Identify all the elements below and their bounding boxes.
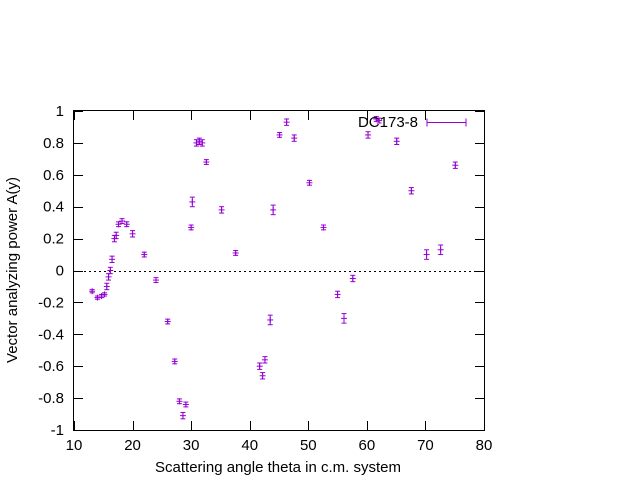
y-tick-label: 1 — [56, 103, 64, 120]
data-point — [437, 244, 444, 256]
data-point — [179, 411, 186, 420]
x-tick-label: 80 — [476, 437, 493, 454]
data-point — [423, 249, 430, 260]
data-points — [89, 115, 459, 420]
legend: DC173-8 — [358, 114, 467, 131]
x-tick-label: 60 — [359, 437, 376, 454]
data-point — [164, 318, 171, 325]
data-point — [259, 372, 266, 380]
data-point — [171, 358, 178, 365]
y-tick-label: -1 — [51, 422, 64, 439]
data-point — [267, 314, 274, 326]
data-point — [283, 118, 290, 126]
y-tick-label: -0.4 — [38, 326, 64, 343]
y-tick-label: 0 — [56, 263, 64, 280]
data-point — [270, 204, 277, 216]
data-point — [256, 362, 263, 370]
data-point — [276, 131, 283, 138]
y-tick-label: 0.4 — [43, 199, 64, 216]
data-point — [115, 221, 122, 228]
y-tick-label: -0.2 — [38, 294, 64, 311]
y-tick-labels: -1 -0.8 -0.6 -0.4 -0.2 0 0.2 0.4 0.6 0.8 1 — [38, 103, 64, 439]
data-point — [341, 313, 348, 324]
data-point — [291, 134, 298, 142]
data-point — [261, 356, 268, 364]
data-point — [189, 196, 196, 208]
data-point — [188, 224, 195, 231]
data-point — [408, 187, 415, 195]
data-point — [129, 230, 136, 238]
y-tick-label: 0.2 — [43, 231, 64, 248]
data-point — [101, 291, 108, 298]
data-point — [113, 231, 120, 240]
x-tick-label: 10 — [66, 437, 83, 454]
data-point — [123, 221, 130, 228]
data-point — [89, 288, 96, 295]
data-point — [320, 224, 327, 231]
data-point — [193, 139, 200, 147]
data-point — [176, 398, 183, 405]
data-point — [334, 290, 341, 299]
data-point — [452, 161, 459, 169]
data-point — [141, 251, 148, 258]
data-point — [196, 137, 203, 145]
data-point — [349, 274, 356, 283]
data-point — [107, 266, 114, 275]
y-tick-label: -0.6 — [38, 358, 64, 375]
data-point — [109, 255, 116, 264]
x-tick-label: 30 — [183, 437, 200, 454]
y-axis-label: Vector analyzing power A(y) — [4, 177, 21, 363]
y-tick-label: -0.8 — [38, 390, 64, 407]
data-point — [153, 277, 159, 284]
data-point — [365, 131, 372, 139]
data-point — [203, 159, 210, 166]
data-point — [306, 179, 313, 186]
x-tick-label: 40 — [241, 437, 258, 454]
x-tick-label: 70 — [417, 437, 434, 454]
data-point — [393, 137, 400, 145]
data-point — [119, 218, 126, 225]
axis-ticks — [74, 111, 485, 431]
legend-sample-errorbar — [426, 118, 467, 127]
data-point — [105, 273, 112, 281]
y-tick-label: 0.6 — [43, 167, 64, 184]
data-point — [218, 206, 225, 214]
y-tick-label: 0.8 — [43, 135, 64, 152]
data-point — [376, 117, 383, 124]
legend-label: DC173-8 — [358, 114, 418, 131]
data-point — [103, 282, 110, 291]
data-point — [182, 401, 189, 408]
plot-frame — [73, 110, 485, 431]
x-tick-label: 20 — [124, 437, 141, 454]
x-tick-label: 50 — [300, 437, 317, 454]
x-axis-label: Scattering angle theta in c.m. system — [155, 459, 401, 476]
x-tick-labels: 10 20 30 40 50 60 70 80 — [66, 437, 493, 454]
data-point — [232, 249, 239, 256]
data-point — [199, 139, 206, 147]
